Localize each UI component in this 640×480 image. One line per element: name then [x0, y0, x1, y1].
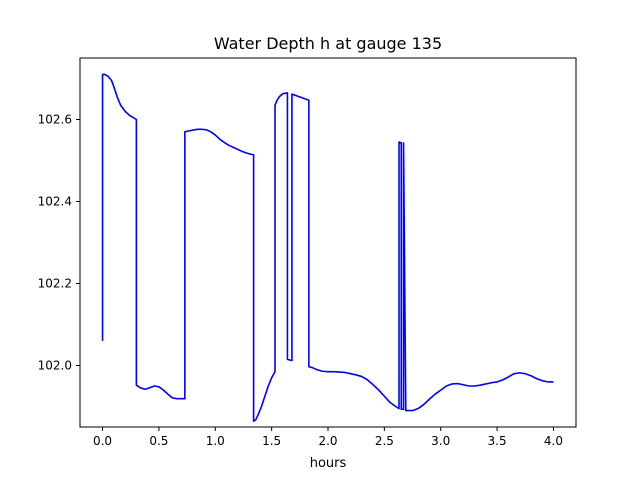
x-tick-label: 0.0	[93, 434, 112, 448]
series-line-0	[101, 73, 554, 423]
x-tick-label: 1.5	[262, 434, 281, 448]
chart-title: Water Depth h at gauge 135	[214, 34, 442, 53]
plot-area	[101, 73, 554, 423]
x-tick-label: 3.0	[431, 434, 450, 448]
y-tick-label: 102.6	[38, 113, 72, 127]
y-tick-label: 102.0	[38, 359, 72, 373]
x-tick-label: 0.5	[149, 434, 168, 448]
x-tick-label: 2.0	[318, 434, 337, 448]
x-tick-label: 4.0	[544, 434, 563, 448]
x-tick-label: 1.0	[206, 434, 225, 448]
axes: 0.0 0.5 1.0 1.5 2.0 2.5 3.0 3.5 4.0 102.0 102.2 102…	[38, 57, 577, 448]
y-tick-label: 102.4	[38, 195, 72, 209]
x-tick-label: 3.5	[488, 434, 507, 448]
x-tick-label: 2.5	[375, 434, 394, 448]
x-axis-label: hours	[310, 456, 347, 471]
y-tick-label: 102.2	[38, 277, 72, 291]
